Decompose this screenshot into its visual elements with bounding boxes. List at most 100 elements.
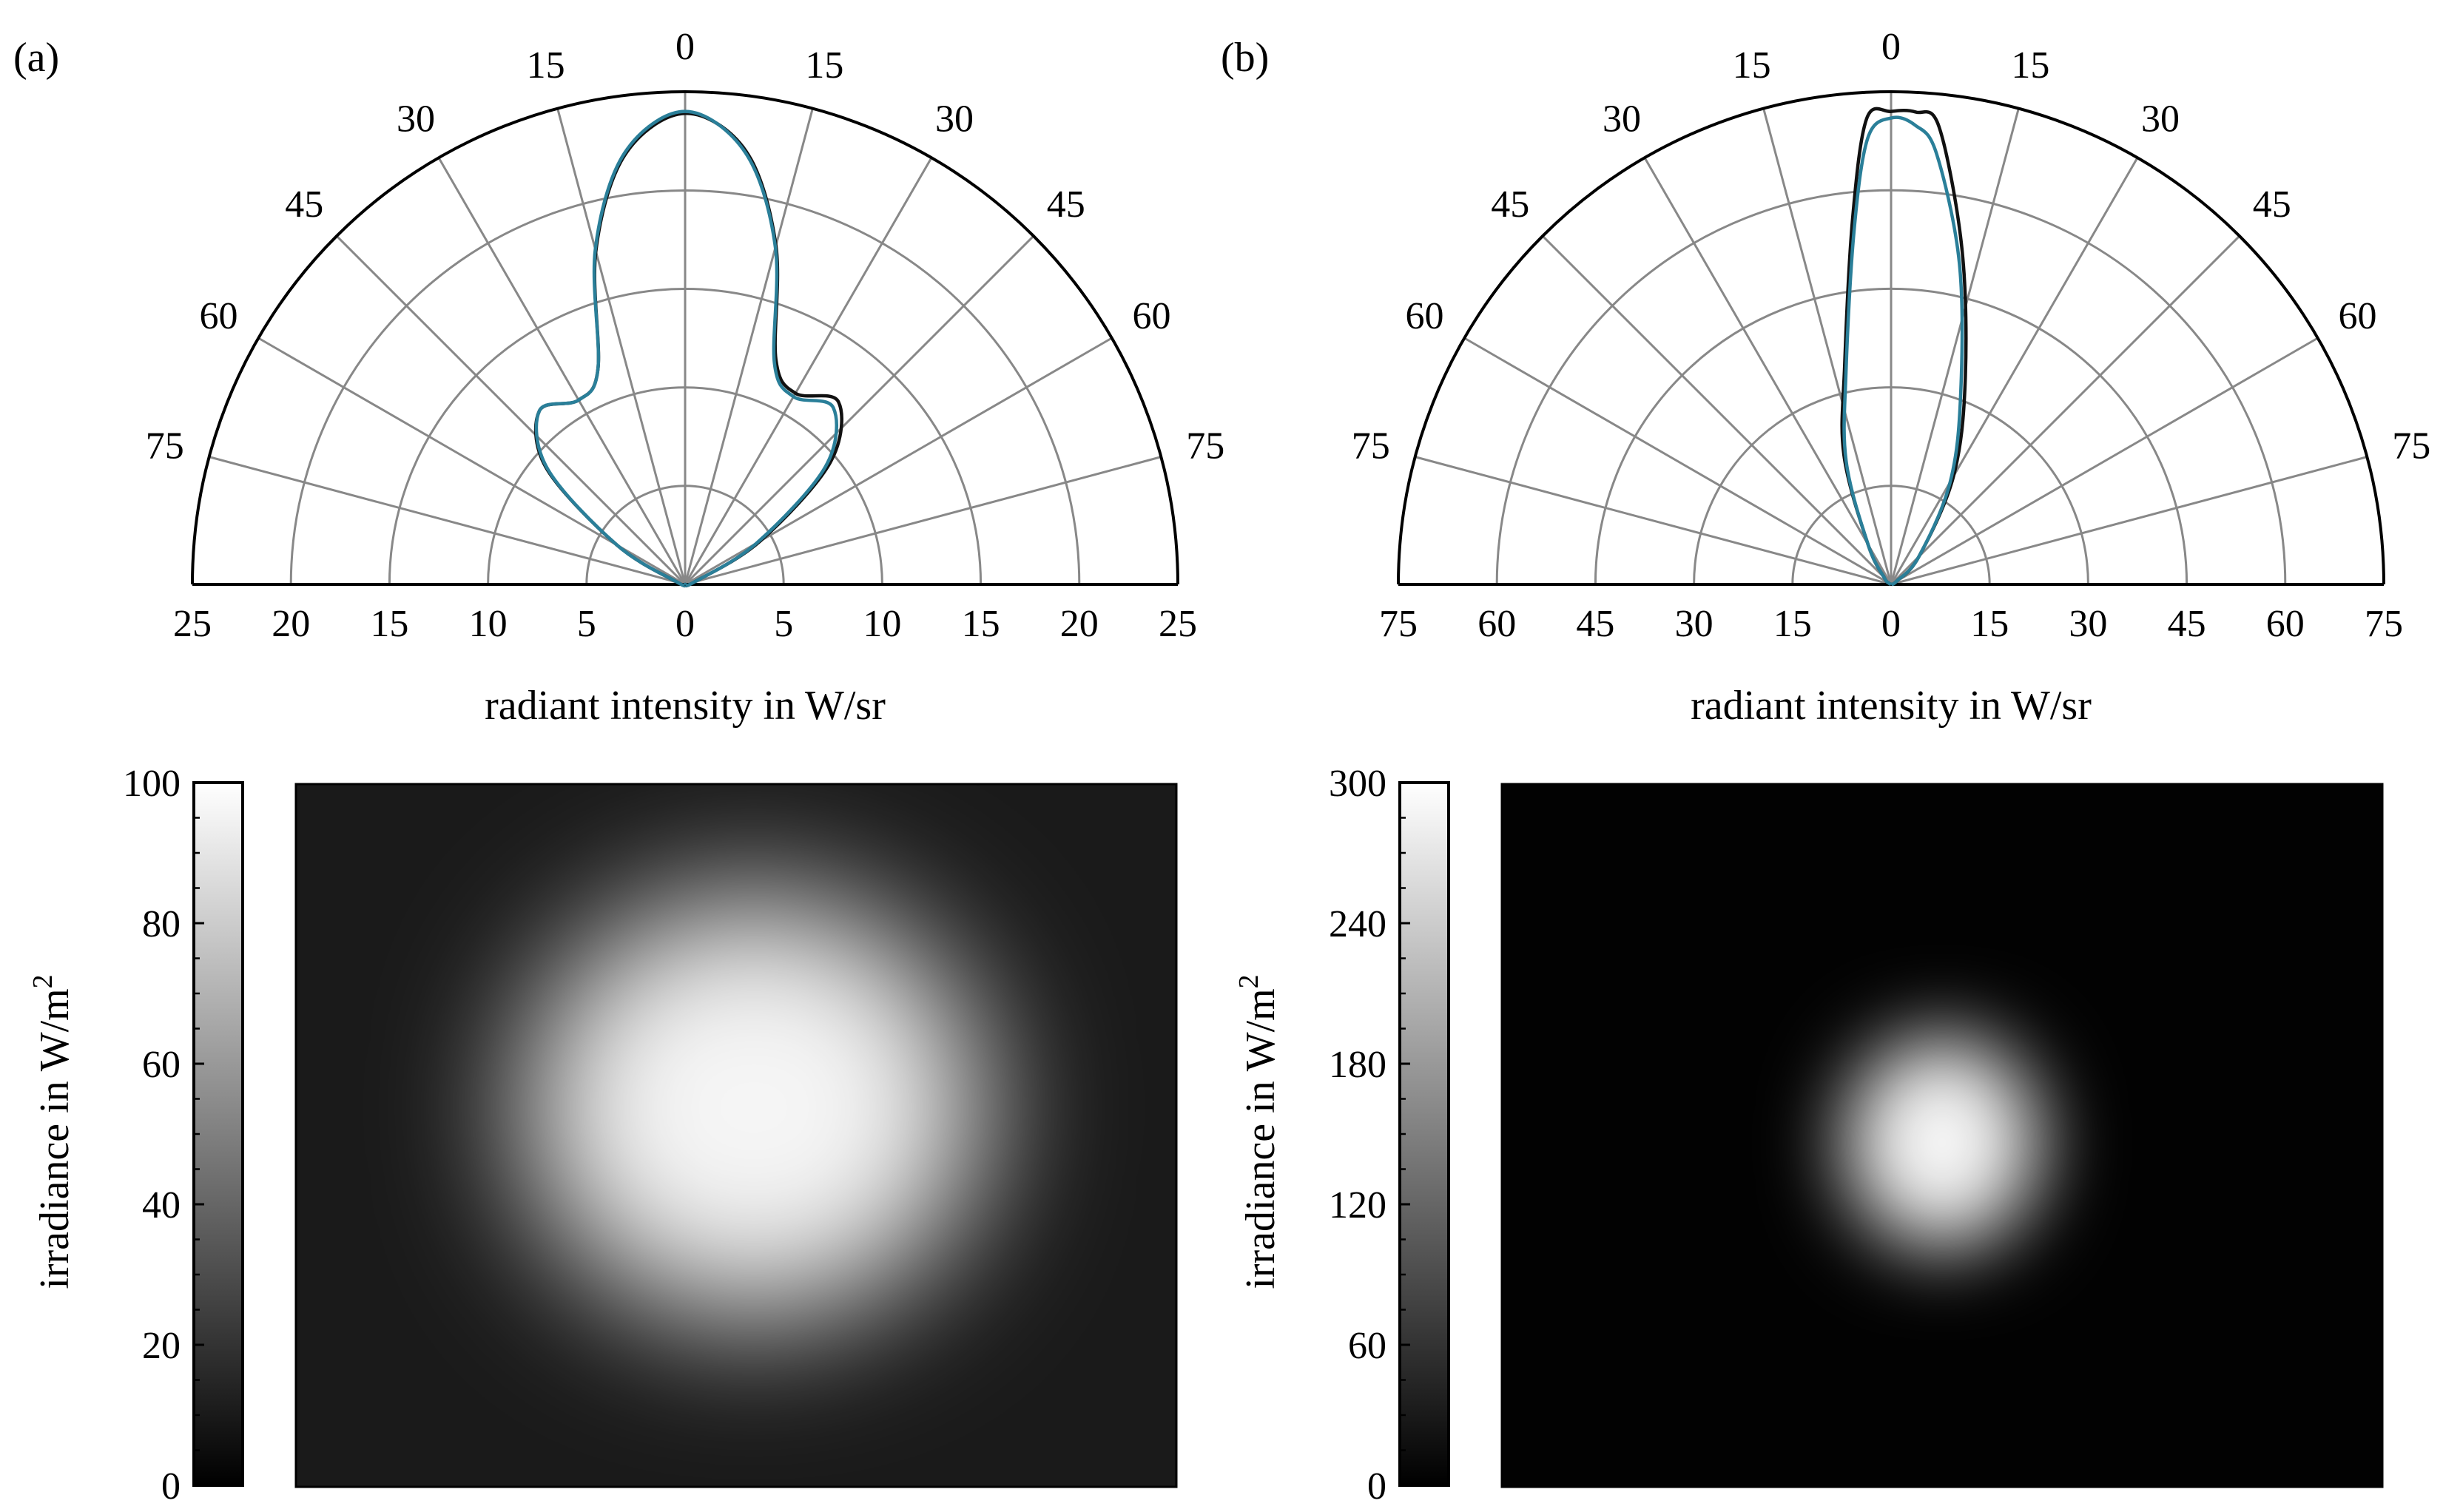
irradiance-map-a-frame: [294, 783, 1178, 1488]
polar-grid-spoke: [1890, 337, 2319, 586]
polar-series-simulated: [534, 109, 838, 588]
polar-labels-b: 0 15 15 30 30 45 45 60 60 75 75 75 60 45 30 15 0 15 30 45 60…: [1352, 26, 2430, 645]
polar-grid-spoke: [556, 108, 687, 585]
colorbar-ticks-b: 0 60 120 180 240 300: [1329, 763, 1410, 1508]
polar-series-b: [1840, 107, 1968, 587]
polar-grid-spoke: [1890, 235, 2240, 586]
polar-grid-spoke: [1542, 235, 1893, 586]
colorbar-tick-label: 20: [142, 1325, 181, 1367]
polar-grid-b: [1397, 90, 2385, 586]
polar-series-simulated: [1842, 115, 1964, 587]
polar-grid-spoke: [684, 456, 1162, 586]
polar-grid-spoke: [684, 157, 933, 585]
polar-radius-label: 15: [1970, 603, 2009, 645]
polar-grid-spoke: [684, 108, 814, 585]
polar-grid-spoke: [1890, 108, 2020, 585]
polar-radius-label: 20: [1060, 603, 1099, 645]
polar-radius-label: 0: [675, 603, 695, 645]
polar-angle-label: 30: [1603, 98, 1641, 141]
polar-angle-label: 45: [1047, 183, 1085, 226]
colorbar-tick-label: 180: [1329, 1044, 1386, 1086]
polar-radius-label: 45: [2168, 603, 2206, 645]
polar-radius-label: 60: [1477, 603, 1516, 645]
heatmap-panel-a: 0 20 40 60 80 100 irradiance in W/m2: [27, 763, 1178, 1508]
colorbar-tick-label: 60: [1348, 1325, 1386, 1367]
polar-angle-label: 60: [1406, 295, 1444, 337]
polar-grid-spoke: [1643, 157, 1893, 585]
polar-angle-label: 75: [2392, 425, 2430, 468]
polar-angle-label: 0: [1881, 26, 1901, 68]
polar-grid-spoke: [1463, 337, 1892, 586]
polar-angle-label: 30: [397, 98, 435, 141]
polar-series-measured: [533, 112, 843, 588]
panel-label-a: (a): [13, 35, 59, 81]
heatmap-panel-b: 0 60 120 180 240 300 irradiance in W/m2: [1233, 763, 2384, 1508]
polar-grid-spoke: [1762, 108, 1893, 585]
colorbar-tick-label: 80: [142, 903, 181, 945]
polar-series-a: [533, 109, 843, 588]
polar-radius-label: 5: [774, 603, 793, 645]
colorbar-a: [192, 781, 244, 1487]
polar-xlabel-a: radiant intensity in W/sr: [485, 683, 886, 729]
polar-angle-label: 45: [2253, 183, 2291, 226]
colorbar-tick-label: 40: [142, 1184, 181, 1226]
polar-radius-label: 75: [2365, 603, 2403, 645]
irradiance-spot-b: [1845, 1037, 2039, 1248]
colorbar-tick-label: 60: [142, 1044, 181, 1086]
colorbar-label-b: irradiance in W/m2: [1233, 974, 1284, 1289]
polar-labels-a: 0 15 15 30 30 45 45 60 60 75 75 25 20 15 10 5 0 5 10 15 20 25: [146, 26, 1224, 645]
polar-grid-spoke: [1890, 456, 2368, 586]
colorbar-tick-label: 0: [1367, 1465, 1386, 1508]
irradiance-map-a: [296, 784, 1176, 1487]
polar-radius-label: 30: [2069, 603, 2107, 645]
polar-angle-label: 75: [146, 425, 184, 468]
polar-outer-arc: [1397, 90, 2385, 585]
polar-angle-label: 0: [675, 26, 695, 68]
polar-radius-label: 10: [469, 603, 508, 645]
polar-grid-spoke: [1415, 456, 1892, 586]
polar-outer-arc: [191, 90, 1179, 585]
polar-radius-label: 15: [1773, 603, 1812, 645]
polar-angle-label: 15: [527, 44, 565, 87]
polar-radius-label: 60: [2266, 603, 2305, 645]
panel-label-b: (b): [1221, 35, 1269, 81]
polar-radius-label: 10: [863, 603, 901, 645]
polar-xlabel-b: radiant intensity in W/sr: [1691, 683, 2092, 729]
polar-grid-a: [191, 90, 1179, 586]
polar-angle-label: 15: [2011, 44, 2049, 87]
colorbar-label-a: irradiance in W/m2: [27, 974, 78, 1289]
polar-radius-label: 5: [577, 603, 596, 645]
polar-grid-spoke: [684, 235, 1034, 586]
irradiance-map-b-frame: [1500, 783, 2384, 1488]
polar-angle-label: 60: [2338, 295, 2376, 337]
polar-radius-label: 25: [1159, 603, 1197, 645]
polar-radius-label: 0: [1881, 603, 1901, 645]
irradiance-map-b: [1502, 784, 2382, 1487]
polar-angle-label: 60: [200, 295, 238, 337]
polar-angle-label: 60: [1132, 295, 1170, 337]
polar-angle-label: 45: [1491, 183, 1529, 226]
polar-radius-label: 45: [1576, 603, 1614, 645]
polar-radius-label: 75: [1379, 603, 1418, 645]
colorbar-tick-label: 120: [1329, 1184, 1386, 1226]
colorbar-tick-label: 240: [1329, 903, 1386, 945]
polar-radius-label: 15: [962, 603, 1000, 645]
irradiance-spot-a: [525, 897, 983, 1318]
polar-angle-label: 30: [935, 98, 974, 141]
polar-radius-label: 20: [272, 603, 310, 645]
polar-angle-label: 75: [1352, 425, 1390, 468]
polar-plot-a: 0 15 15 30 30 45 45 60 60 75 75 25 20 15 10 5 0 5 10 15 20 25…: [146, 26, 1224, 729]
polar-angle-label: 75: [1186, 425, 1224, 468]
polar-grid-spoke: [336, 235, 687, 586]
colorbar-b: [1398, 781, 1450, 1487]
polar-radius-label: 25: [173, 603, 212, 645]
polar-plot-b: 0 15 15 30 30 45 45 60 60 75 75 75 60 45 30 15 0 15 30 45 60…: [1352, 26, 2430, 729]
colorbar-tick-label: 100: [123, 763, 181, 805]
polar-angle-label: 15: [805, 44, 843, 87]
polar-grid-spoke: [1890, 157, 2139, 585]
polar-angle-label: 30: [2141, 98, 2180, 141]
colorbar-tick-label: 300: [1329, 763, 1386, 805]
polar-grid-spoke: [437, 157, 687, 585]
polar-angle-label: 15: [1733, 44, 1771, 87]
